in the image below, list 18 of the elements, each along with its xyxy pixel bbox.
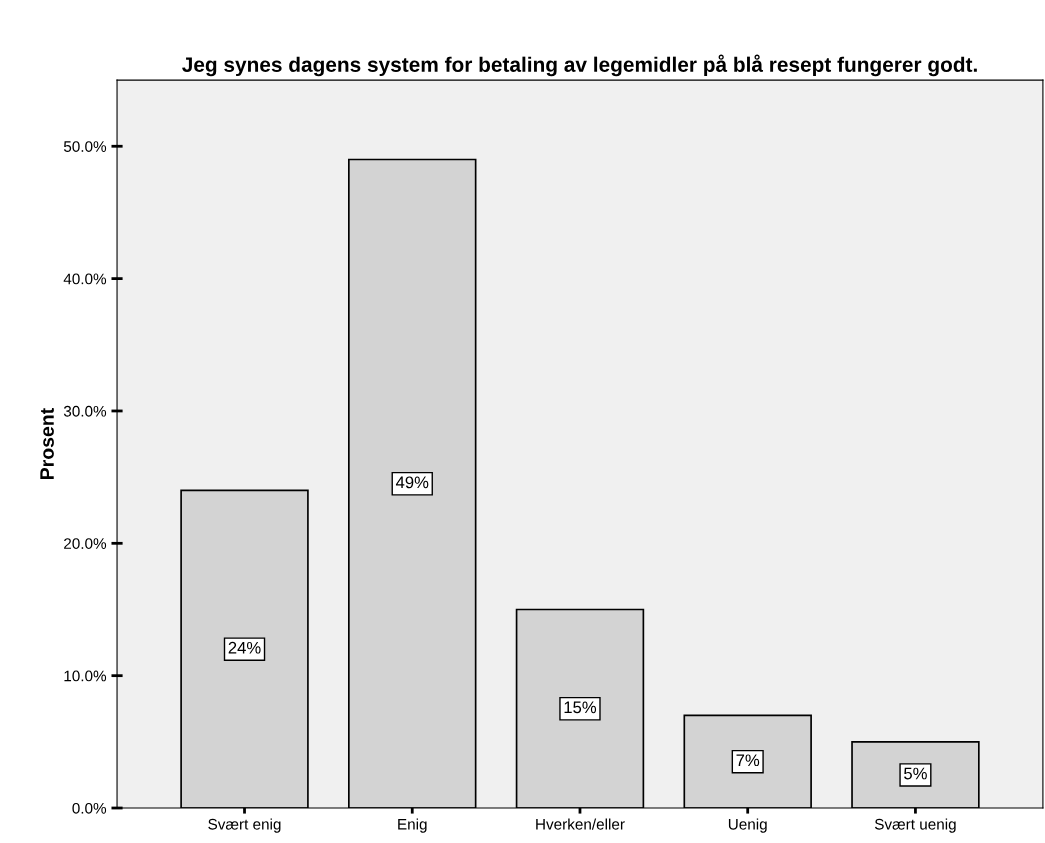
y-tick-label: 40.0% xyxy=(63,273,107,285)
y-tick-label: 10.0% xyxy=(64,670,107,682)
x-tick-label: Hverken/eller xyxy=(536,818,625,830)
data-label: 5% xyxy=(904,767,927,780)
data-label: 15% xyxy=(564,701,597,714)
x-tick-label: Svært enig xyxy=(208,818,281,833)
y-tick-label: 0.0% xyxy=(72,802,107,814)
data-label: 24% xyxy=(228,641,261,654)
x-tick-label: Uenig xyxy=(728,818,767,833)
y-tick-label: 50.0% xyxy=(63,141,107,152)
y-tick-label: 20.0% xyxy=(64,538,107,549)
y-axis-title: Prosent xyxy=(40,408,54,479)
x-tick-label: Svært uenig xyxy=(874,818,956,833)
y-tick-label: 30.0% xyxy=(63,405,107,417)
x-tick-label: Enig xyxy=(398,818,427,833)
data-label: 7% xyxy=(736,754,760,767)
chart-title: Jeg synes dagens system for betaling av legemidler på blå resept fungerer godt. xyxy=(182,54,977,77)
data-label: 49% xyxy=(395,476,429,489)
